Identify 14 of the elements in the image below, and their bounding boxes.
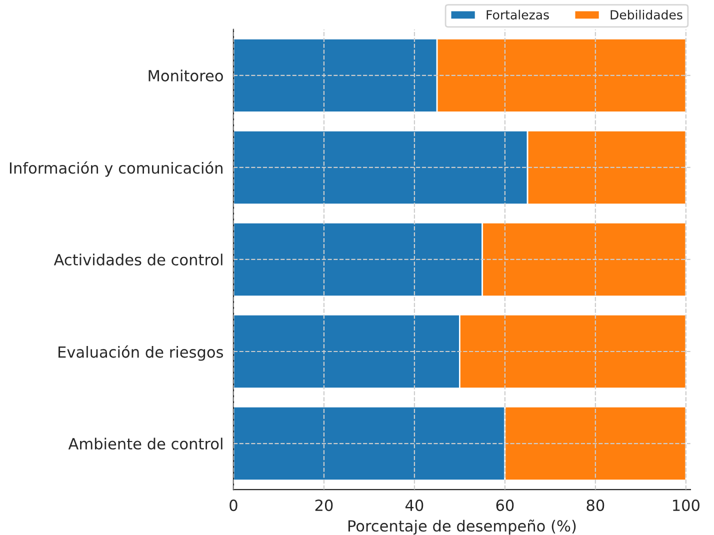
y-tick-label: Evaluación de riesgos	[58, 345, 224, 361]
x-tick-label: 100	[673, 500, 700, 512]
y-tick-label: Ambiente de control	[68, 438, 222, 450]
legend-label: Fortalezas	[486, 10, 549, 20]
x-tick-label: 0	[230, 500, 238, 512]
y-tick-label: Monitoreo	[148, 70, 223, 82]
legend-label: Debilidades	[610, 10, 682, 20]
x-tick-label: 40	[405, 500, 424, 512]
x-tick-label: 60	[496, 500, 514, 512]
x-tick-label: 80	[586, 500, 604, 512]
y-tick-label: Información y comunicación	[10, 161, 222, 177]
y-tick-label: Actividades de control	[54, 254, 222, 266]
x-tick-label: 20	[315, 500, 333, 512]
x-axis-title: Porcentaje de desempeño (%)	[348, 520, 576, 535]
